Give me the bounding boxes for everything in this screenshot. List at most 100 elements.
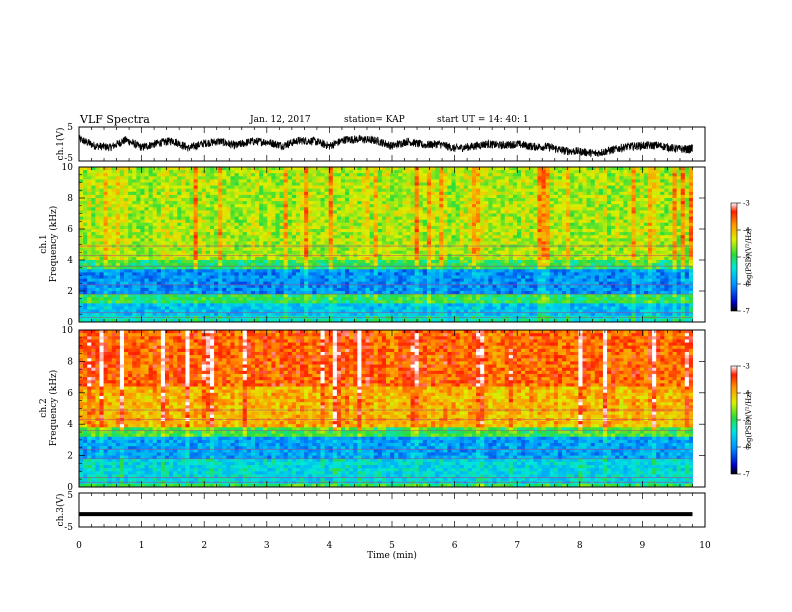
spectrogram-cell xyxy=(79,238,84,242)
spectrogram-cell xyxy=(447,256,452,261)
spectrogram-cell xyxy=(205,167,211,171)
spectrogram-cell xyxy=(545,232,551,236)
spectrogram-cell xyxy=(652,225,657,230)
spectrogram-cell xyxy=(541,185,547,190)
spectrogram-cell xyxy=(267,266,272,270)
spectrogram-cell xyxy=(688,185,693,190)
spectrogram-cell xyxy=(115,260,121,264)
spectrogram-cell xyxy=(205,266,211,270)
figure-title: VLF Spectra xyxy=(79,113,150,126)
spectrogram-cell xyxy=(443,194,448,199)
spectrogram-cell xyxy=(516,173,522,177)
spectrogram-cell xyxy=(431,250,436,255)
spectrogram-cell xyxy=(140,241,145,245)
spectrogram-cell xyxy=(345,204,350,208)
spectrogram-cell xyxy=(586,232,592,236)
spectrogram-cell xyxy=(189,213,195,217)
spectrogram-cell xyxy=(369,213,375,217)
spectrogram-cell xyxy=(119,179,125,183)
spectrogram-cell xyxy=(570,207,575,211)
spectrogram-cell xyxy=(668,238,673,242)
spectrogram-cell xyxy=(455,170,461,174)
spectrogram-cell xyxy=(103,188,109,193)
spectrogram-cell xyxy=(533,204,538,208)
spectrogram-cell xyxy=(529,194,534,199)
spectrogram-cell xyxy=(467,194,473,199)
spectrogram-cell xyxy=(328,188,334,193)
spectrogram-cell xyxy=(635,185,641,190)
spectrogram-cell xyxy=(639,250,645,255)
spectrogram-cell xyxy=(103,170,109,174)
spectrogram-cell xyxy=(287,260,293,264)
spectrogram-cell xyxy=(164,179,170,183)
spectrogram-cell xyxy=(529,176,534,180)
spectrogram-cell xyxy=(185,266,190,270)
spectrogram-cell xyxy=(336,194,342,199)
spectrogram-cell xyxy=(111,235,117,239)
spectrogram-cell xyxy=(349,266,354,270)
spectrogram-cell xyxy=(455,229,461,233)
spectrogram-cell xyxy=(209,167,215,171)
spectrogram-cell xyxy=(390,198,395,202)
spectrogram-cell xyxy=(476,213,481,217)
spectrogram-cell xyxy=(598,250,604,255)
spectrogram-cell xyxy=(398,260,403,264)
spectrogram-cell xyxy=(238,263,244,267)
spectrogram-cell xyxy=(512,229,518,233)
spectrogram-cell xyxy=(394,194,399,199)
spectrogram-cell xyxy=(119,216,125,221)
spectrogram-cell xyxy=(652,229,657,233)
spectrogram-cell xyxy=(111,247,117,252)
spectrogram-cell xyxy=(328,225,334,230)
spectrogram-cell xyxy=(521,188,526,193)
spectrogram-cell xyxy=(169,266,174,270)
spectrogram-cell xyxy=(209,241,215,245)
spectrogram-cell xyxy=(672,229,678,233)
spectrogram-cell xyxy=(308,232,313,236)
spectrogram-cell xyxy=(332,213,338,217)
spectrogram-cell xyxy=(607,229,612,233)
spectrogram-cell xyxy=(688,167,693,171)
spectrogram-cell xyxy=(386,198,391,202)
spectrogram-cell xyxy=(259,185,264,190)
spectrogram-cell xyxy=(164,229,170,233)
spectrogram-cell xyxy=(197,185,203,190)
spectrogram-cell xyxy=(222,185,227,190)
spectrogram-cell xyxy=(623,247,628,252)
spectrogram-cell xyxy=(357,225,362,230)
spectrogram-cell xyxy=(635,201,641,205)
spectrogram-cell xyxy=(643,198,649,202)
spectrogram-cell xyxy=(328,219,334,224)
spectrogram-cell xyxy=(582,167,587,171)
spectrogram-cell xyxy=(652,204,657,208)
spectrogram-cell xyxy=(521,238,526,242)
spectrogram-cell xyxy=(263,207,268,211)
spectrogram-cell xyxy=(582,210,587,214)
spectrogram-cell xyxy=(205,260,211,264)
spectrogram-cell xyxy=(566,260,571,264)
spectrogram-cell xyxy=(529,229,534,233)
spectrogram-cell xyxy=(607,263,612,267)
spectrogram-cell xyxy=(119,194,125,199)
spectrogram-cell xyxy=(316,176,321,180)
spectrogram-cell xyxy=(189,241,195,245)
spectrogram-cell xyxy=(512,256,518,261)
spectrogram-cell xyxy=(529,250,534,255)
spectrogram-cell xyxy=(533,256,538,261)
spectrogram-cell xyxy=(164,182,170,186)
spectrogram-cell xyxy=(255,266,260,270)
spectrogram-cell xyxy=(557,235,563,239)
spectrogram-cell xyxy=(672,179,678,183)
spectrogram-cell xyxy=(480,173,485,177)
spectrogram-cell xyxy=(156,229,162,233)
spectrogram-cell xyxy=(459,176,465,180)
spectrogram-cell xyxy=(664,222,669,227)
spectrogram-cell xyxy=(197,250,203,255)
spectrogram-cell xyxy=(259,216,264,221)
spectrogram-cell xyxy=(263,185,268,190)
spectrogram-cell xyxy=(521,167,526,171)
spectrogram-cell xyxy=(308,194,313,199)
spectrogram-cell xyxy=(308,235,313,239)
spectrogram-cell xyxy=(160,198,166,202)
spectrogram-cell xyxy=(570,194,575,199)
